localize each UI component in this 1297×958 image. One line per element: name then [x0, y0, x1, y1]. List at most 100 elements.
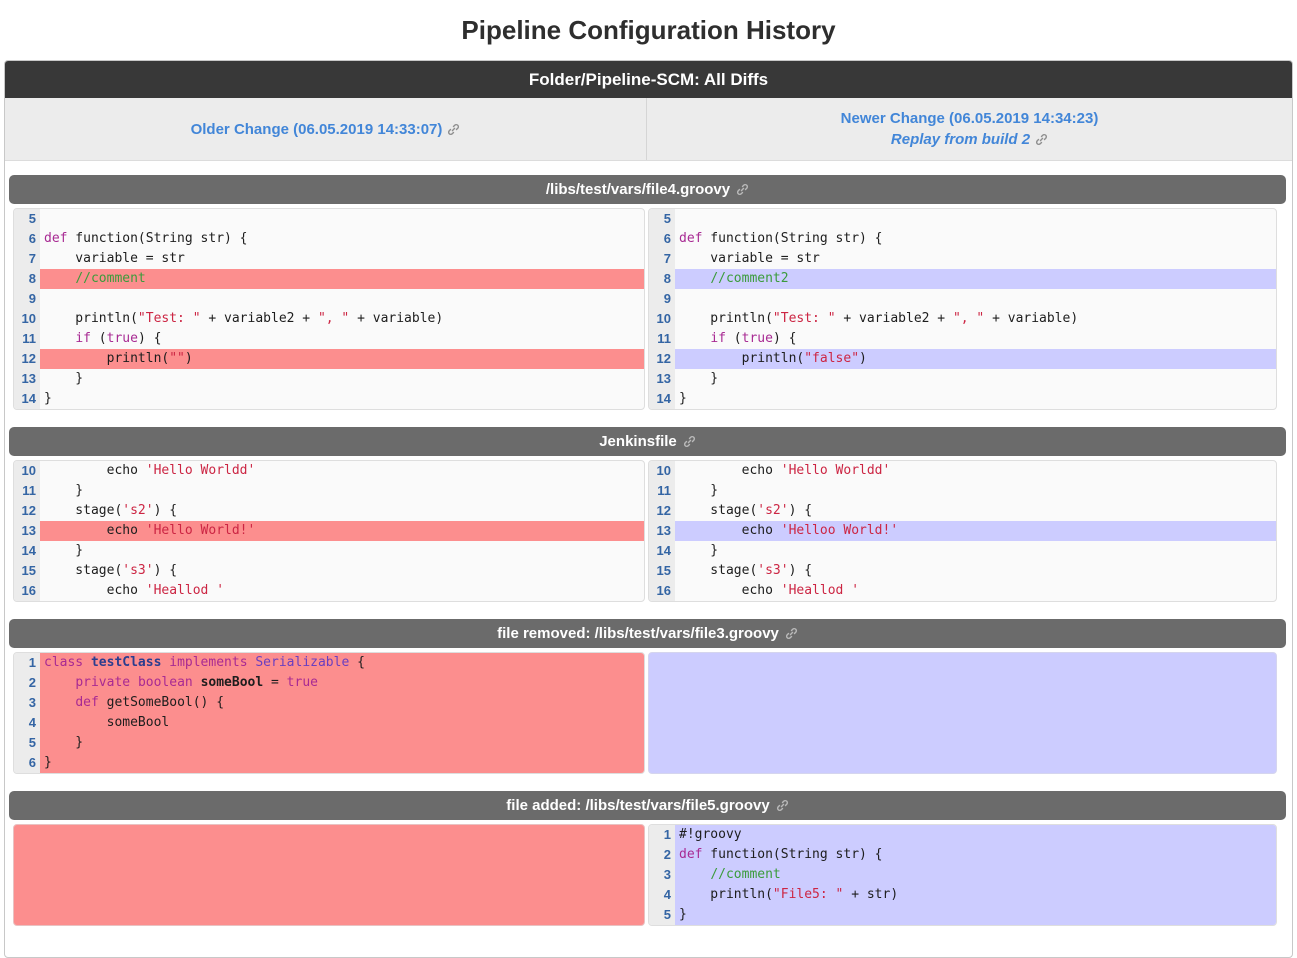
line-number: 11	[649, 329, 675, 349]
line-number: 5	[14, 733, 40, 753]
chain-link-icon[interactable]	[1035, 133, 1048, 146]
code-line: def function(String str) {	[679, 231, 883, 246]
code-row: 5 }	[14, 733, 644, 753]
diff-sections: /libs/test/vars/file4.groovy 5 6 def functi…	[5, 175, 1292, 926]
file-header: Jenkinsfile	[9, 427, 1286, 456]
line-number: 7	[649, 249, 675, 269]
line-number: 14	[14, 389, 40, 409]
code-row: 14}	[649, 389, 1276, 409]
code-row: 16 echo 'Heallod '	[649, 581, 1276, 601]
code-row: 13 }	[14, 369, 644, 389]
chain-link-icon[interactable]	[736, 183, 749, 196]
code-row: 5}	[649, 905, 1276, 925]
code-row: 11 }	[14, 481, 644, 501]
line-number: 3	[649, 865, 675, 885]
file-header: file added: /libs/test/vars/file5.groovy	[9, 791, 1286, 820]
code-row: 15 stage('s3') {	[649, 561, 1276, 581]
line-number: 16	[649, 581, 675, 601]
code-row: 2 private boolean someBool = true	[14, 673, 644, 693]
line-number: 6	[649, 229, 675, 249]
code-row: 9	[14, 289, 644, 309]
newer-change-link[interactable]: Newer Change (06.05.2019 14:34:23)	[841, 108, 1099, 129]
diff-panels: 1 class testClass implements Serializable…	[13, 652, 1277, 774]
code-row: 1 class testClass implements Serializable…	[14, 653, 644, 673]
newer-change-label: Newer Change (06.05.2019 14:34:23)	[840, 110, 1099, 127]
code-line: private boolean someBool = true	[40, 673, 644, 693]
code-row: 10 println("Test: " + variable2 + ", " +…	[649, 309, 1276, 329]
code-line: echo 'Heallod '	[44, 583, 225, 598]
code-line: }	[679, 543, 719, 558]
line-number: 4	[14, 713, 40, 733]
line-number: 12	[14, 349, 40, 369]
line-number: 10	[649, 461, 675, 481]
line-number: 6	[14, 753, 40, 773]
diff-panel-right: 1 #!groovy 2 def function(String str) {3 //…	[648, 824, 1277, 926]
code-row: 4 someBool	[14, 713, 644, 733]
code-line: def getSomeBool() {	[40, 693, 644, 713]
code-row: 6 def function(String str) {	[649, 229, 1276, 249]
code-row: 15 stage('s3') {	[14, 561, 644, 581]
diff-panels: 10 echo 'Hello Worldd' 11 } 12 stage('s2')…	[13, 460, 1277, 602]
line-number: 12	[649, 501, 675, 521]
code-line: echo 'Hello Worldd'	[44, 463, 256, 478]
code-line: someBool	[40, 713, 644, 733]
code-line: stage('s2') {	[679, 503, 813, 518]
code-row: 9	[649, 289, 1276, 309]
code-row: 7 variable = str	[14, 249, 644, 269]
code-line: def function(String str) {	[44, 231, 248, 246]
code-row: 10 echo 'Hello Worldd'	[14, 461, 644, 481]
file-title: file added: /libs/test/vars/file5.groovy	[506, 797, 770, 814]
replay-label: Replay from build 2	[890, 131, 1031, 148]
code-line: echo 'Hello Worldd'	[679, 463, 891, 478]
code-row: 16 echo 'Heallod '	[14, 581, 644, 601]
code-row: 1 #!groovy	[649, 825, 1276, 845]
line-number: 14	[649, 389, 675, 409]
code-line: if (true) {	[75, 331, 162, 346]
line-number: 7	[14, 249, 40, 269]
newer-change-cell: Newer Change (06.05.2019 14:34:23) Repla…	[647, 98, 1292, 160]
line-number: 5	[649, 209, 675, 229]
diff-panel-left: 10 echo 'Hello Worldd' 11 } 12 stage('s2')…	[13, 460, 645, 602]
code-line: variable = str	[679, 251, 820, 266]
code-line: }	[679, 391, 687, 406]
code-line: println("Test: " + variable2 + ", " + va…	[679, 311, 1079, 326]
code-line: println("")	[40, 349, 644, 369]
code-line	[40, 209, 644, 229]
line-number: 16	[14, 581, 40, 601]
code-line: }	[679, 371, 719, 386]
code-line	[40, 289, 644, 309]
diff-panel-left	[13, 824, 645, 926]
pipeline-banner-title: Folder/Pipeline-SCM: All Diffs	[5, 61, 1292, 98]
diff-panel-right: 5 6 def function(String str) { 7 variable =…	[648, 208, 1277, 410]
replay-link[interactable]: Replay from build 2	[891, 129, 1048, 150]
code-row: 5	[14, 209, 644, 229]
code-row: 2 def function(String str) {	[649, 845, 1276, 865]
code-line: stage('s3') {	[679, 563, 813, 578]
code-line: }	[44, 371, 84, 386]
code-line: }	[44, 391, 52, 406]
code-line: #!groovy	[675, 825, 1276, 845]
file-title: Jenkinsfile	[599, 433, 677, 450]
file-title: file removed: /libs/test/vars/file3.groo…	[497, 625, 779, 642]
code-line: }	[44, 483, 84, 498]
code-line: }	[40, 733, 644, 753]
line-number: 5	[649, 905, 675, 925]
line-number: 8	[14, 269, 40, 289]
chain-link-icon[interactable]	[447, 123, 460, 136]
older-change-label: Older Change (06.05.2019 14:33:07)	[190, 120, 443, 138]
code-line: //comment	[40, 269, 644, 289]
code-line: echo 'Heallod '	[679, 583, 860, 598]
code-row: 13 echo 'Helloo World!'	[649, 521, 1276, 541]
chain-link-icon[interactable]	[785, 627, 798, 640]
line-number: 1	[14, 653, 40, 673]
code-row: 10 println("Test: " + variable2 + ", " +…	[14, 309, 644, 329]
line-number: 8	[649, 269, 675, 289]
code-line: println("File5: " + str)	[675, 885, 1276, 905]
page-title: Pipeline Configuration History	[461, 15, 836, 45]
chain-link-icon[interactable]	[683, 435, 696, 448]
file-header: file removed: /libs/test/vars/file3.groo…	[9, 619, 1286, 648]
line-number: 9	[649, 289, 675, 309]
diff-section: file removed: /libs/test/vars/file3.groo…	[9, 619, 1286, 774]
older-change-link[interactable]: Older Change (06.05.2019 14:33:07)	[191, 119, 461, 140]
chain-link-icon[interactable]	[776, 799, 789, 812]
